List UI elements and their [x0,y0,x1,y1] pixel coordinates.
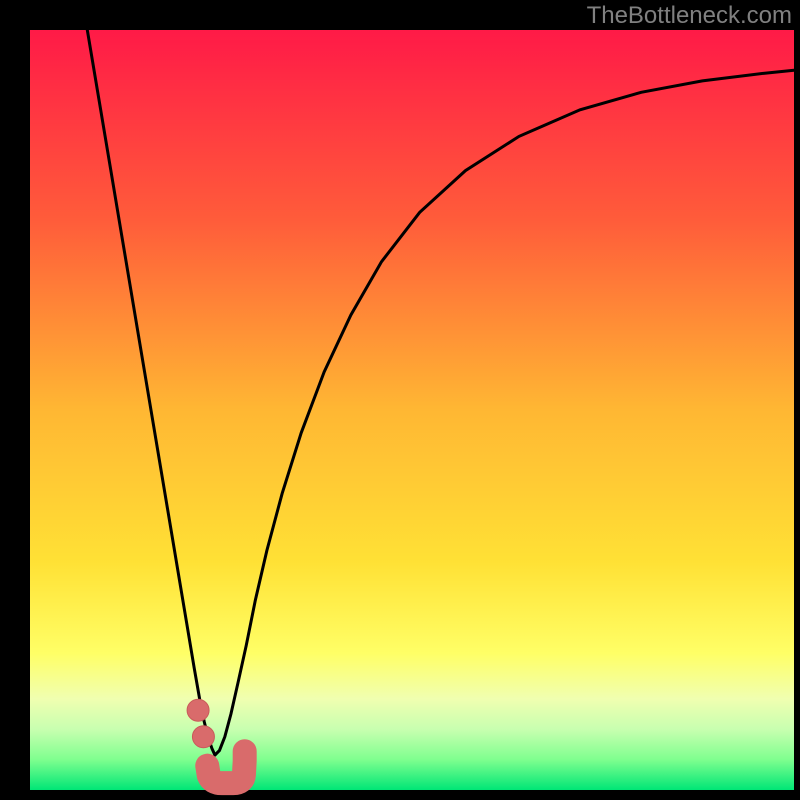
bottleneck-chart-container: TheBottleneck.com [0,0,800,800]
dot-marker [187,699,209,721]
dot-marker [192,726,214,748]
plot-gradient-background [30,30,794,790]
bottleneck-curve-chart [0,0,800,800]
watermark-text: TheBottleneck.com [587,2,792,30]
